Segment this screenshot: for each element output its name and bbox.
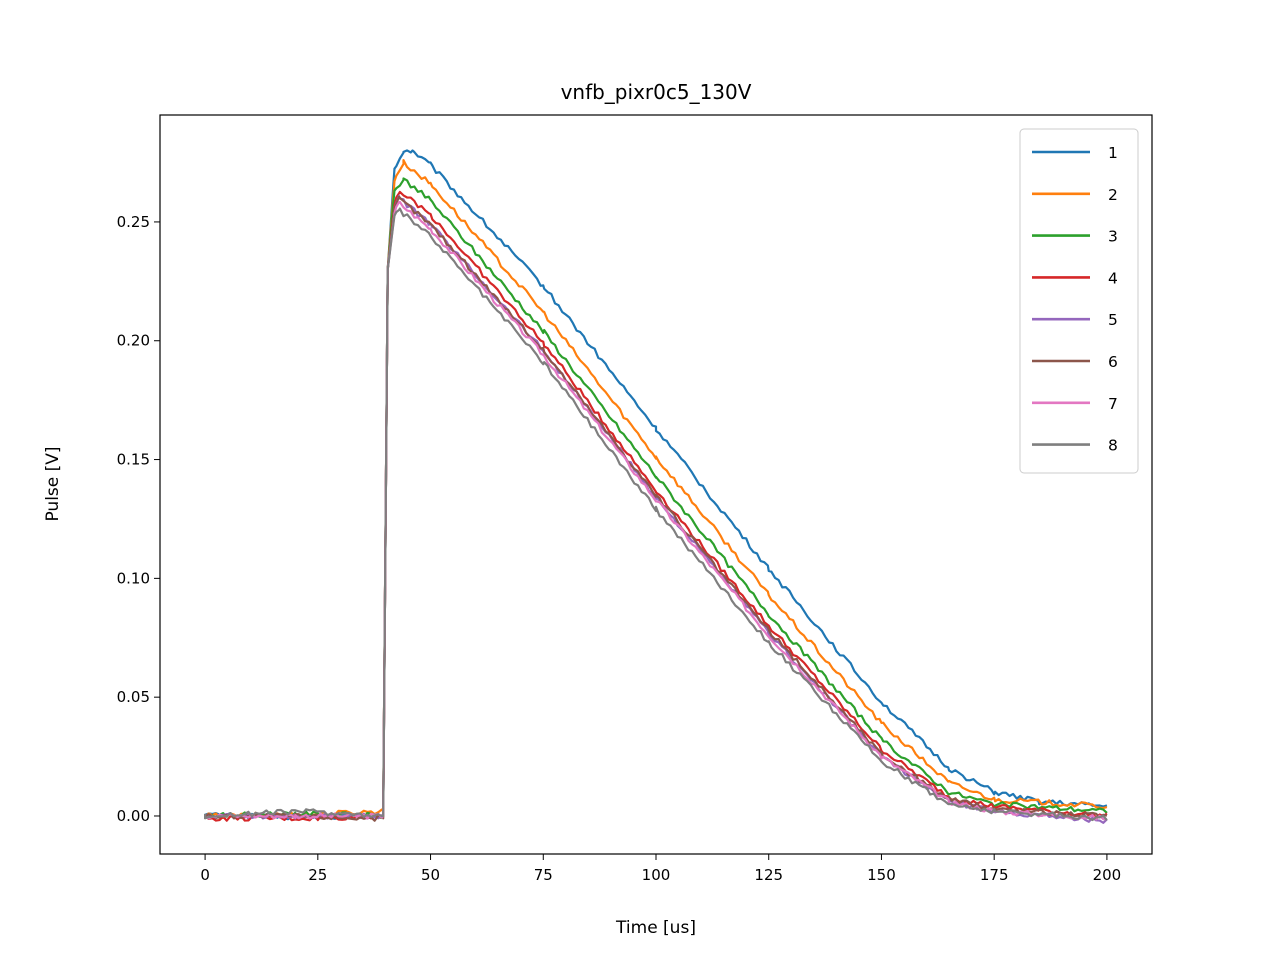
plot-frame bbox=[159, 114, 1153, 855]
x-tick-label: 125 bbox=[754, 866, 783, 884]
y-axis: 0.00 0.05 0.10 0.15 0.20 0.25 bbox=[117, 213, 160, 825]
series-line-2 bbox=[203, 159, 1108, 819]
x-tick-label: 25 bbox=[308, 866, 327, 884]
series-layer bbox=[203, 149, 1108, 824]
x-tick-label: 0 bbox=[200, 866, 210, 884]
legend-label: 6 bbox=[1108, 353, 1118, 371]
y-tick-label: 0.10 bbox=[117, 569, 150, 587]
legend-box bbox=[1019, 128, 1139, 474]
x-tick-label: 200 bbox=[1093, 866, 1122, 884]
legend-label: 4 bbox=[1108, 269, 1118, 287]
y-tick-label: 0.20 bbox=[117, 332, 150, 350]
x-tick-label: 50 bbox=[421, 866, 440, 884]
y-axis-label: Pulse [V] bbox=[43, 446, 63, 521]
legend-label: 3 bbox=[1108, 228, 1118, 246]
legend-label: 1 bbox=[1108, 144, 1118, 162]
legend-label: 8 bbox=[1108, 437, 1118, 455]
x-tick-label: 75 bbox=[534, 866, 553, 884]
x-axis: 0 25 50 75 100 125 150 175 200 bbox=[200, 854, 1121, 884]
y-tick-label: 0.00 bbox=[117, 807, 150, 825]
y-tick-label: 0.25 bbox=[117, 213, 150, 231]
x-tick-label: 175 bbox=[980, 866, 1009, 884]
y-tick-label: 0.15 bbox=[117, 451, 150, 469]
legend-label: 5 bbox=[1108, 311, 1118, 329]
chart-title: vnfb_pixr0c5_130V bbox=[561, 80, 752, 104]
y-tick-label: 0.05 bbox=[117, 688, 150, 706]
series-line-8 bbox=[203, 207, 1108, 822]
x-axis-label: Time [us] bbox=[615, 918, 696, 938]
series-line-6 bbox=[203, 195, 1108, 822]
legend-label: 2 bbox=[1108, 186, 1118, 204]
legend: 1 2 3 4 5 6 7 8 bbox=[1019, 128, 1139, 474]
x-tick-label: 100 bbox=[642, 866, 671, 884]
legend-label: 7 bbox=[1108, 395, 1118, 413]
x-tick-label: 150 bbox=[867, 866, 896, 884]
series-line-1 bbox=[203, 149, 1108, 821]
